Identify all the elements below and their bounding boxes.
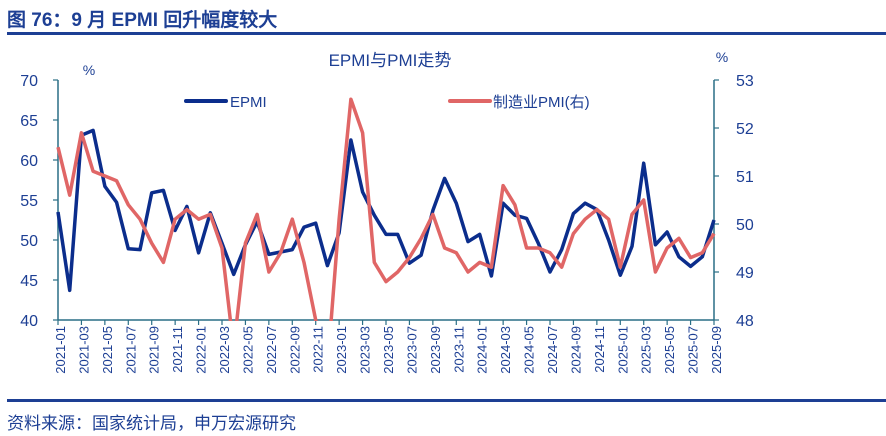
x-tick-label: 2025-01 — [615, 326, 630, 374]
x-tick-label: 2023-07 — [404, 326, 419, 374]
legend-label-epmi: EPMI — [230, 94, 267, 111]
right-y-tick-label: 48 — [736, 313, 754, 330]
figure-title: 图 76：9 月 EPMI 回升幅度较大 — [7, 10, 278, 31]
x-tick-label: 2022-11 — [311, 326, 326, 373]
x-tick-label: 2022-07 — [264, 326, 279, 374]
x-tick-label: 2024-05 — [522, 326, 537, 374]
x-tick-label: 2025-09 — [709, 326, 724, 374]
x-tick-label: 2025-05 — [662, 326, 677, 374]
x-tick-label: 2024-09 — [568, 326, 583, 374]
right-axis-unit: % — [716, 49, 728, 65]
right-y-tick-label: 53 — [736, 73, 754, 90]
left-axis-unit: % — [83, 62, 95, 78]
x-tick-label: 2023-05 — [381, 326, 396, 374]
x-tick-label: 2023-01 — [334, 326, 349, 374]
x-tick-label: 2024-01 — [475, 326, 490, 374]
right-y-tick-label: 49 — [736, 265, 754, 282]
left-y-tick-label: 45 — [20, 273, 38, 290]
x-tick-label: 2021-03 — [76, 326, 91, 374]
x-tick-label: 2023-09 — [428, 326, 443, 374]
x-tick-label: 2024-07 — [545, 326, 560, 374]
x-tick-label: 2024-03 — [498, 326, 513, 374]
x-tick-label: 2022-09 — [287, 326, 302, 374]
left-y-tick-label: 65 — [20, 113, 38, 130]
x-tick-label: 2021-11 — [170, 326, 185, 373]
legend-label-pmi: 制造业PMI(右) — [493, 94, 590, 111]
right-y-tick-label: 52 — [736, 121, 754, 138]
left-y-tick-label: 50 — [20, 233, 38, 250]
left-y-tick-label: 70 — [20, 73, 38, 90]
right-y-tick-label: 51 — [736, 169, 754, 186]
x-tick-label: 2025-03 — [639, 326, 654, 374]
x-tick-label: 2021-09 — [147, 326, 162, 374]
series-line-manufacturing-pmi — [56, 97, 716, 321]
epmi-pmi-chart: EPMI与PMI走势 % % 40 45 50 55 60 65 70 48 49 50 51 52 5… — [20, 49, 754, 374]
x-tick-label: 2023-03 — [358, 326, 373, 374]
right-y-tick-label: 50 — [736, 217, 754, 234]
chart-title: EPMI与PMI走势 — [329, 51, 452, 70]
left-y-tick-label: 40 — [20, 313, 38, 330]
left-y-tick-label: 60 — [20, 153, 38, 170]
x-tick-label: 2021-07 — [123, 326, 138, 374]
x-tick-label: 2025-07 — [686, 326, 701, 374]
source-divider — [7, 399, 886, 402]
title-divider — [7, 32, 886, 35]
series-line-epmi — [56, 128, 716, 293]
x-tick-label: 2021-05 — [100, 326, 115, 374]
x-tick-label: 2022-05 — [240, 326, 255, 374]
source-note: 资料来源：国家统计局，申万宏源研究 — [7, 414, 296, 433]
x-tick-label: 2022-03 — [217, 326, 232, 374]
x-tick-label: 2024-11 — [592, 326, 607, 373]
left-y-tick-label: 55 — [20, 193, 38, 210]
x-tick-label: 2021-01 — [53, 326, 68, 374]
x-tick-label: 2022-01 — [194, 326, 209, 374]
x-tick-label: 2023-11 — [451, 326, 466, 373]
